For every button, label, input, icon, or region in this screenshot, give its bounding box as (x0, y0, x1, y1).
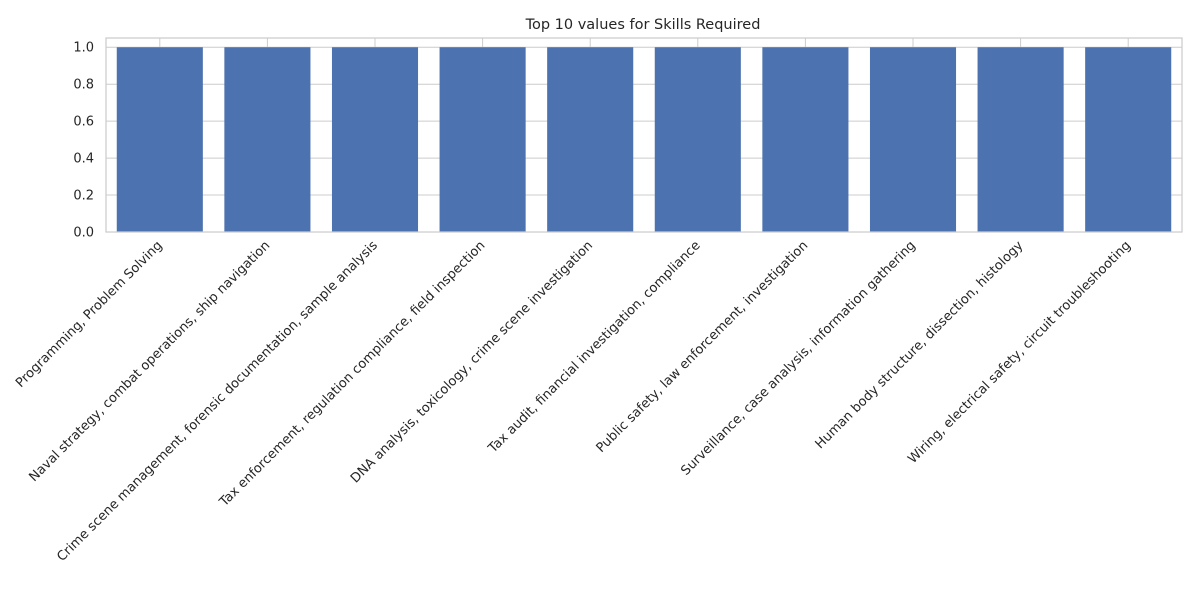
bar (331, 47, 419, 232)
bar (547, 47, 634, 232)
x-tick-label: Public safety, law enforcement, investig… (594, 238, 812, 456)
bar (116, 47, 203, 232)
y-tick-label: 0.6 (73, 115, 94, 130)
y-tick-label: 0.2 (73, 189, 94, 204)
x-tick-label: Wiring, electrical safety, circuit troub… (905, 238, 1134, 467)
x-tick-label: Naval strategy, combat operations, ship … (27, 238, 274, 485)
x-tick-label: Surveillance, case analysis, information… (678, 238, 918, 478)
bar (762, 47, 849, 232)
y-tick-label: 1.0 (73, 41, 94, 56)
bar (224, 47, 311, 232)
y-tick-label: 0.8 (73, 78, 94, 93)
chart-title: Top 10 values for Skills Required (525, 17, 761, 33)
plot-frame (105, 37, 1183, 233)
bars (116, 47, 1172, 232)
y-tick-label: 0.4 (73, 152, 94, 167)
bar (869, 47, 957, 232)
bar (1085, 47, 1172, 232)
x-tick-label: Human body structure, dissection, histol… (813, 238, 1027, 452)
y-axis-ticks: 0.0 0.2 0.4 0.6 0.8 1.0 (73, 41, 94, 241)
bar (654, 47, 741, 232)
x-tick-label: Tax enforcement, regulation compliance, … (216, 238, 488, 510)
bar (439, 47, 526, 232)
bar (977, 47, 1064, 232)
x-tick-label: DNA analysis, toxicology, crime scene in… (348, 238, 596, 486)
x-tick-label: Tax audit, financial investigation, comp… (485, 238, 704, 457)
y-tick-label: 0.0 (73, 226, 94, 241)
